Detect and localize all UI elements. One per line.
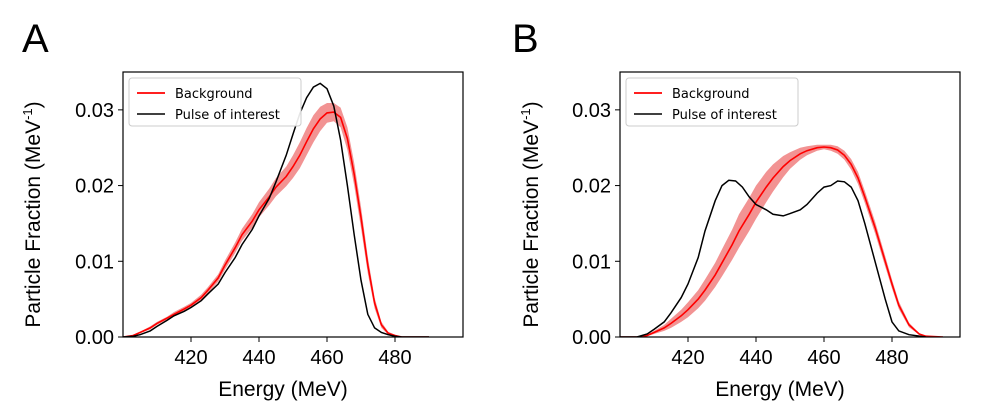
y-axis-title-sup: -1 — [518, 108, 533, 120]
x-tick-label: 440 — [242, 347, 275, 369]
y-tick-label: 0.02 — [75, 176, 114, 198]
x-axis-title: Energy (MeV) — [715, 378, 845, 401]
legend-label: Pulse of interest — [672, 108, 777, 123]
pulse-of-interest-line — [620, 180, 926, 337]
y-axis-title-main: Particle Fraction (MeV — [520, 120, 543, 328]
x-tick-label: 480 — [875, 347, 908, 369]
y-tick-label: 0.03 — [75, 100, 114, 122]
x-tick-label: 460 — [807, 347, 840, 369]
panel-letter-B: B — [512, 17, 539, 61]
panel-A: A 420 440 460 480 0.00 0.01 0.02 0.03 Energy (MeV… — [20, 17, 463, 401]
legend-label: Pulse of interest — [175, 108, 280, 123]
y-axis-title-close: ) — [22, 101, 45, 108]
legend-label: Background — [672, 87, 750, 102]
legend: Background Pulse of interest — [129, 78, 301, 126]
y-axis-title: Particle Fraction (MeV-1) — [518, 101, 543, 327]
figure: A 420 440 460 480 0.00 0.01 0.02 0.03 Energy (MeV… — [0, 0, 983, 416]
legend: Background Pulse of interest — [626, 78, 798, 126]
y-axis-title: Particle Fraction (MeV-1) — [20, 101, 45, 327]
background-uncertainty-band — [620, 145, 943, 337]
legend-label: Background — [175, 87, 253, 102]
panel-letter-A: A — [22, 17, 49, 61]
y-tick-label: 0.00 — [75, 327, 114, 349]
x-tick-label: 460 — [310, 347, 343, 369]
y-tick-label: 0.01 — [75, 251, 114, 273]
background-line — [123, 112, 429, 337]
y-axis-title-main: Particle Fraction (MeV — [22, 120, 45, 328]
y-tick-label: 0.02 — [572, 176, 611, 198]
y-tick-label: 0.00 — [572, 327, 611, 349]
background-uncertainty-band — [123, 103, 429, 337]
x-tick-label: 420 — [174, 347, 207, 369]
x-tick-label: 440 — [739, 347, 772, 369]
panel-B: B 420 440 460 480 0.00 0.01 0.02 0.03 Energy (MeV… — [512, 17, 960, 401]
y-tick-label: 0.03 — [572, 100, 611, 122]
x-axis-title: Energy (MeV) — [218, 378, 348, 401]
plot-area — [620, 145, 943, 337]
x-tick-label: 420 — [671, 347, 704, 369]
y-axis-title-close: ) — [520, 101, 543, 108]
y-axis-title-sup: -1 — [20, 108, 35, 120]
y-tick-label: 0.01 — [572, 251, 611, 273]
x-tick-label: 480 — [378, 347, 411, 369]
